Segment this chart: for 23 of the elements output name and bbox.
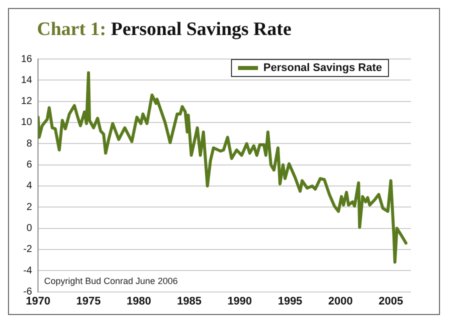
y-tick-label: -6 — [23, 286, 33, 298]
chart-title: Chart 1: Personal Savings Rate — [37, 19, 292, 41]
x-tick-label: 2005 — [378, 295, 404, 308]
legend-label: Personal Savings Rate — [263, 62, 382, 74]
y-tick-label: 8 — [26, 138, 33, 150]
y-tick-label: 0 — [26, 223, 33, 234]
x-tick-label: 1985 — [177, 295, 202, 308]
y-tick-label: 2 — [26, 202, 33, 213]
x-tick-label: 1980 — [126, 295, 152, 308]
y-tick-label: 4 — [26, 180, 33, 192]
x-tick-label: 1975 — [76, 295, 101, 308]
y-tick-label: 6 — [26, 160, 33, 171]
x-tick-label: 2000 — [328, 295, 353, 308]
y-tick-label: 16 — [21, 54, 33, 65]
annotation: Copyright Bud Conrad June 2006 — [44, 276, 178, 286]
x-tick-label: 1970 — [26, 295, 50, 308]
y-tick-label: 10 — [21, 117, 33, 128]
y-tick-label: -2 — [23, 244, 33, 256]
x-tick-label: 1990 — [227, 295, 252, 308]
y-tick-label: 14 — [21, 74, 33, 86]
y-tick-label: -4 — [23, 265, 33, 276]
y-tick-label: 12 — [21, 96, 33, 108]
x-tick-label: 1995 — [278, 295, 302, 308]
